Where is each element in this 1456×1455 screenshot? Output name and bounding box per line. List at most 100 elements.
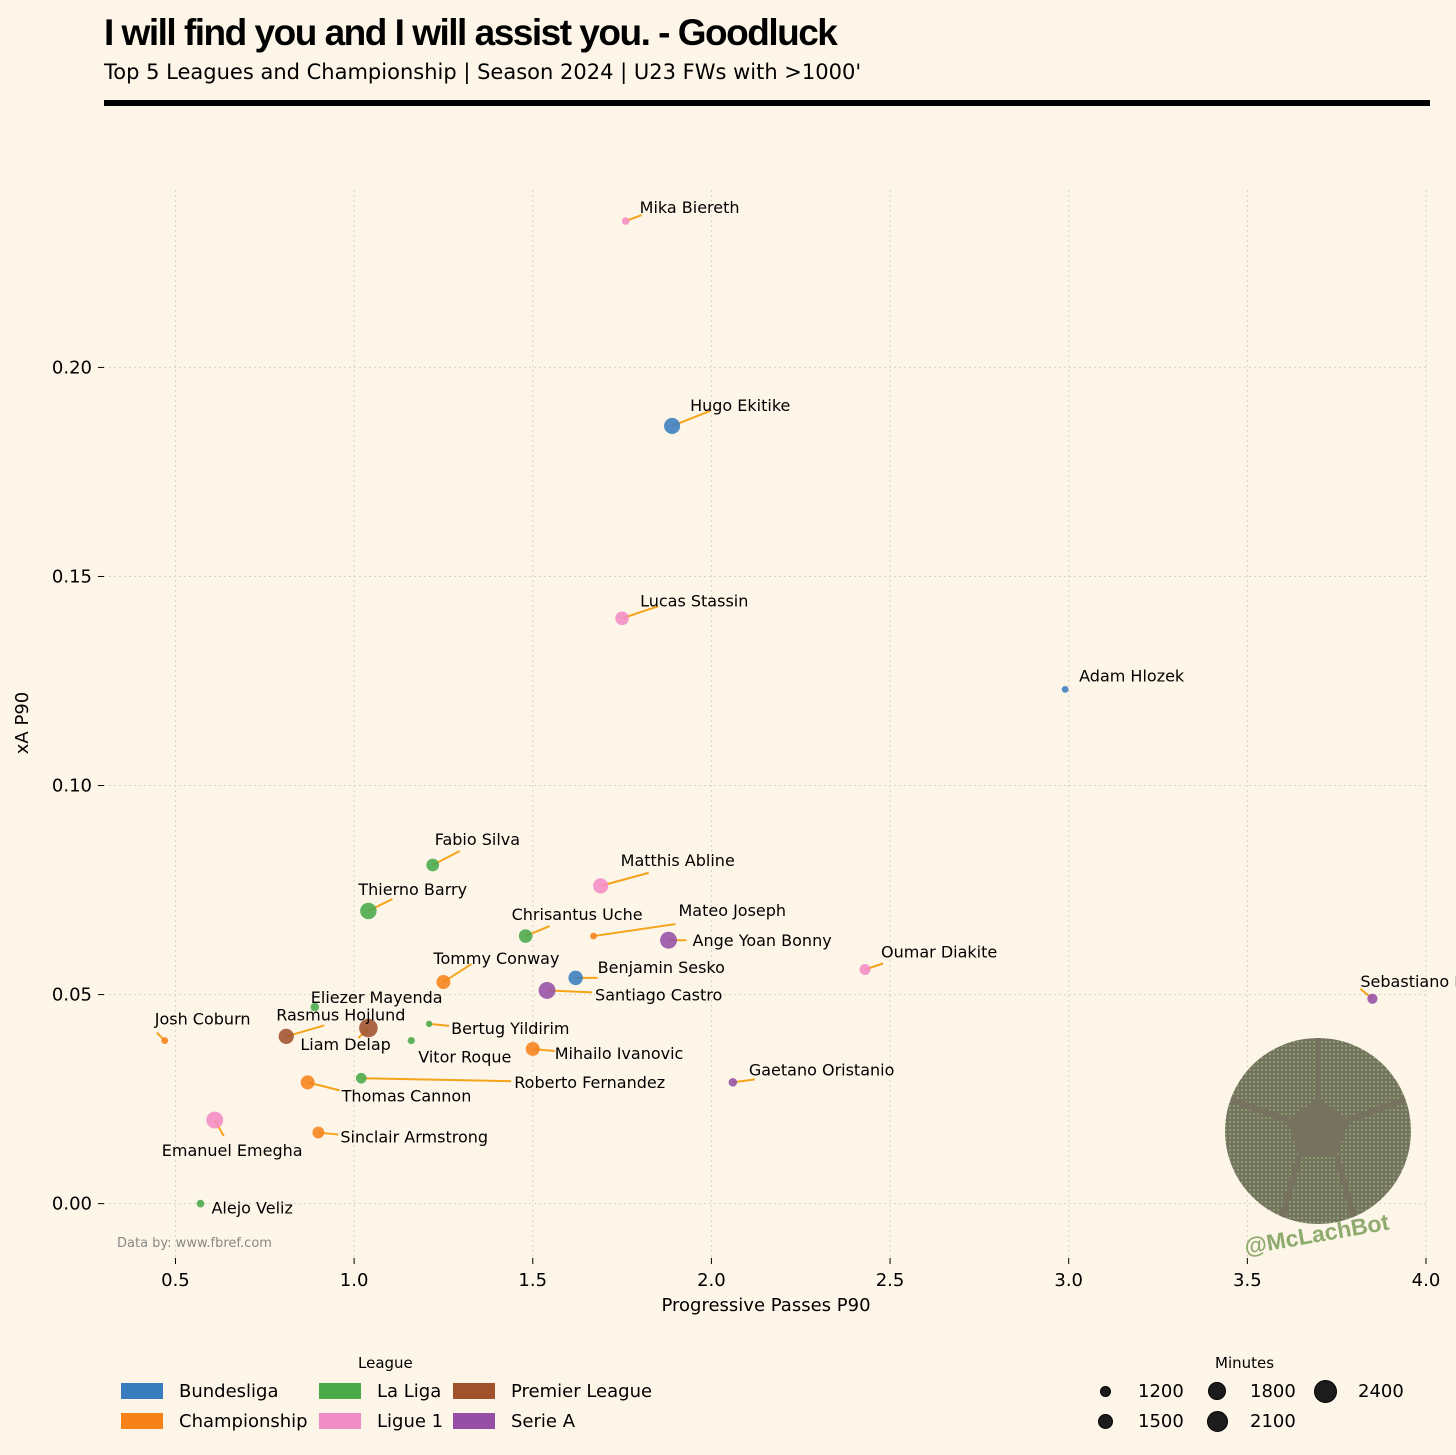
chart-subtitle: Top 5 Leagues and Championship | Season … (104, 60, 862, 84)
x-tick-label: 2.0 (697, 1270, 726, 1291)
point-label: Liam Delap (300, 1035, 390, 1054)
data-point (593, 878, 609, 894)
minutes-label: 2400 (1358, 1380, 1404, 1402)
data-point (728, 1078, 738, 1087)
point-label: Mika Biereth (640, 198, 740, 217)
data-point (859, 963, 871, 976)
league-legend-title: League (358, 1354, 413, 1372)
point-label: Sinclair Armstrong (340, 1128, 488, 1147)
bundesliga-swatch (121, 1383, 163, 1399)
data-point (300, 1075, 315, 1090)
data-point (664, 417, 681, 434)
data-point (355, 1072, 367, 1084)
legend-label: Serie A (511, 1410, 576, 1432)
title-rule (104, 100, 1430, 106)
data-point (196, 1199, 205, 1208)
data-point (360, 902, 377, 920)
data-point (425, 1020, 433, 1028)
legend-item-ligue-1: Ligue 1 (319, 1409, 443, 1433)
label-connector (361, 1077, 512, 1083)
data-point (525, 1041, 540, 1056)
point-label: Chrisantus Uche (512, 905, 643, 924)
minutes-legend-title: Minutes (1215, 1354, 1275, 1372)
data-point (660, 931, 677, 949)
la-liga-swatch (319, 1383, 361, 1399)
legend-label: La Liga (377, 1380, 442, 1402)
watermark-logo: @McLachBot (1225, 1038, 1411, 1260)
data-point (359, 1018, 378, 1038)
data-point (568, 970, 583, 986)
point-label: Roberto Fernandez (514, 1073, 665, 1092)
point-label: Josh Coburn (154, 1010, 251, 1029)
size-dot (1313, 1379, 1337, 1403)
size-dot (1099, 1385, 1111, 1397)
point-label: Rasmus Hojlund (276, 1005, 405, 1024)
point-label: Fabio Silva (435, 830, 520, 849)
label-connectors (156, 214, 1374, 1137)
data-point (426, 858, 440, 872)
ligue-1-swatch (319, 1413, 361, 1429)
y-tick-label: 0.15 (52, 566, 92, 587)
minutes-label: 1800 (1250, 1380, 1296, 1402)
data-point (1367, 993, 1378, 1004)
data-point (310, 1002, 320, 1012)
legend-item-serie-a: Serie A (453, 1409, 575, 1433)
data-point (518, 929, 533, 943)
y-tick-label: 0.20 (52, 357, 92, 378)
legend-label: Championship (179, 1410, 308, 1432)
data-point (538, 981, 556, 999)
y-tick-label: 0.00 (52, 1194, 92, 1215)
data-point (206, 1111, 224, 1129)
point-label: Oumar Diakite (881, 943, 997, 962)
y-tick-label: 0.10 (52, 776, 92, 797)
minutes-label: 1200 (1138, 1380, 1184, 1402)
legend-item-championship: Championship (121, 1409, 308, 1433)
minutes-label: 1500 (1138, 1410, 1184, 1432)
legend-label: Ligue 1 (377, 1410, 444, 1432)
point-label: Vitor Roque (418, 1048, 511, 1067)
point-label: Matthis Abline (621, 851, 735, 870)
point-label: Mateo Joseph (678, 901, 786, 920)
point-label: Sebastiano Esposito (1360, 972, 1456, 991)
label-connector (429, 1022, 450, 1027)
chart-title: I will find you and I will assist you. -… (104, 12, 838, 53)
x-tick-label: 4.0 (1412, 1270, 1441, 1291)
x-tick-label: 3.0 (1054, 1270, 1083, 1291)
point-label: Alejo Veliz (211, 1199, 292, 1218)
minutes-item-2100: 2100 (1197, 1409, 1296, 1433)
serie-a-swatch (453, 1413, 495, 1429)
y-axis-label: xA P90 (12, 692, 33, 754)
y-tick-label: 0.05 (52, 985, 92, 1006)
source-note: Data by: www.fbref.com (117, 1236, 272, 1251)
data-point (615, 611, 629, 626)
x-tick-label: 0.5 (161, 1270, 190, 1291)
data-point (621, 217, 630, 225)
point-label: Santiago Castro (595, 985, 722, 1004)
data-point (278, 1028, 294, 1045)
x-tick-label: 2.5 (876, 1270, 905, 1291)
x-tick-label: 1.5 (518, 1270, 547, 1291)
premier-league-swatch (453, 1383, 495, 1399)
legend-item-la-liga: La Liga (319, 1379, 441, 1403)
data-point (1061, 685, 1069, 693)
data-points (161, 217, 1378, 1208)
point-label: Gaetano Oristanio (749, 1060, 895, 1079)
data-point (407, 1036, 415, 1045)
legend-label: Bundesliga (179, 1380, 279, 1402)
minutes-item-1200: 1200 (1085, 1379, 1184, 1403)
legend-label: Premier League (511, 1380, 653, 1402)
point-label: Lucas Stassin (640, 591, 748, 610)
x-tick-label: 1.0 (340, 1270, 369, 1291)
point-label: Bertug Yildirim (451, 1019, 569, 1038)
point-label: Eliezer Mayenda (311, 988, 443, 1007)
point-label: Benjamin Sesko (598, 958, 725, 977)
x-axis-label: Progressive Passes P90 (661, 1295, 870, 1316)
data-point (312, 1126, 325, 1139)
legend-item-bundesliga: Bundesliga (121, 1379, 279, 1403)
label-connector (600, 871, 649, 887)
point-label: Thierno Barry (357, 880, 467, 899)
x-tick-label: 3.5 (1233, 1270, 1262, 1291)
point-label: Mihailo Ivanovic (555, 1044, 684, 1063)
size-dot (1206, 1410, 1228, 1432)
minutes-item-2400: 2400 (1305, 1379, 1404, 1403)
